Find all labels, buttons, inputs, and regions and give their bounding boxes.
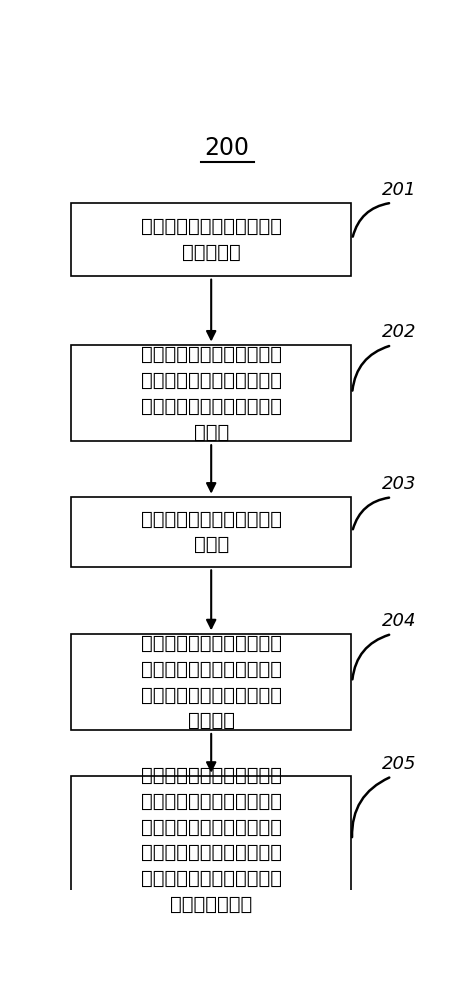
Text: 响应于目标车辆的一氧化碳
排放量超过第二预设阈值，
控制报警装置在目标车辆上
展示报警信息，以及控制目
标地下停车场的排风系统排
出一氧化碳气体: 响应于目标车辆的一氧化碳 排放量超过第二预设阈值， 控制报警装置在目标车辆上 展… <box>141 766 282 914</box>
Text: 确定目标地下停车场中的一
氧化碳浓度: 确定目标地下停车场中的一 氧化碳浓度 <box>141 217 282 262</box>
Text: 205: 205 <box>382 755 416 773</box>
Text: 200: 200 <box>205 136 250 160</box>
Bar <box>71 634 351 730</box>
Text: 获取目标车辆排放的一氧化
碳流速: 获取目标车辆排放的一氧化 碳流速 <box>141 510 282 554</box>
Text: 204: 204 <box>382 612 416 630</box>
Bar <box>71 345 351 441</box>
Text: 201: 201 <box>382 181 416 199</box>
Bar <box>71 776 351 903</box>
Bar <box>71 497 351 567</box>
Text: 202: 202 <box>382 323 416 341</box>
Bar <box>71 203 351 276</box>
Text: 203: 203 <box>382 475 416 493</box>
Text: 将一氧化碳浓度与一氧化碳
流速的乘积相对于时间的积
分确定为目标车辆的一氧化
碳排放量: 将一氧化碳浓度与一氧化碳 流速的乘积相对于时间的积 分确定为目标车辆的一氧化 碳… <box>141 634 282 730</box>
Text: 响应于目标区域中的一氧化
碳浓度超过第一预设阈值，
获取目标车辆排放的一氧化
碳浓度: 响应于目标区域中的一氧化 碳浓度超过第一预设阈值， 获取目标车辆排放的一氧化 碳… <box>141 345 282 441</box>
